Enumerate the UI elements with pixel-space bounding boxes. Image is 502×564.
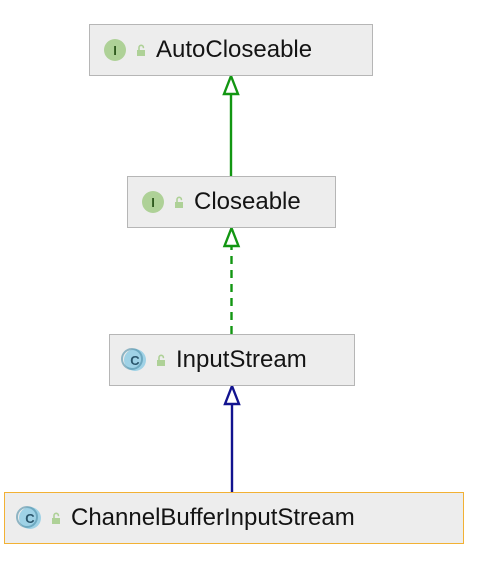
class-icon: C — [124, 349, 146, 371]
node-label: ChannelBufferInputStream — [71, 504, 355, 532]
interface-icon: I — [104, 39, 126, 61]
node-label: AutoCloseable — [156, 36, 312, 64]
edge-arrowhead — [225, 228, 239, 246]
class-hierarchy-diagram: I AutoCloseable I Closeable C InputStream C Cha… — [0, 0, 502, 564]
class-icon: C — [19, 507, 41, 529]
lock-open-icon — [49, 511, 63, 525]
lock-open-icon — [172, 195, 186, 209]
edges-layer — [0, 0, 502, 564]
badge-letter: I — [113, 43, 117, 58]
lock-open-icon — [154, 353, 168, 367]
node-channel[interactable]: C ChannelBufferInputStream — [4, 492, 464, 544]
interface-icon: I — [142, 191, 164, 213]
edge-arrowhead — [225, 386, 239, 404]
node-close[interactable]: I Closeable — [127, 176, 336, 228]
edge-arrowhead — [224, 76, 238, 94]
node-label: InputStream — [176, 346, 307, 374]
badge-letter: I — [151, 195, 155, 210]
node-input[interactable]: C InputStream — [109, 334, 355, 386]
node-auto[interactable]: I AutoCloseable — [89, 24, 373, 76]
node-label: Closeable — [194, 188, 301, 216]
lock-open-icon — [134, 43, 148, 57]
